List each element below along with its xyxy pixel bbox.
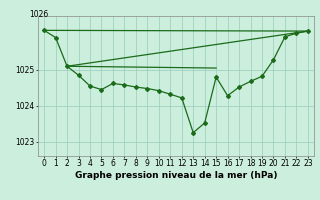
Text: 1026: 1026 <box>29 10 48 19</box>
X-axis label: Graphe pression niveau de la mer (hPa): Graphe pression niveau de la mer (hPa) <box>75 171 277 180</box>
